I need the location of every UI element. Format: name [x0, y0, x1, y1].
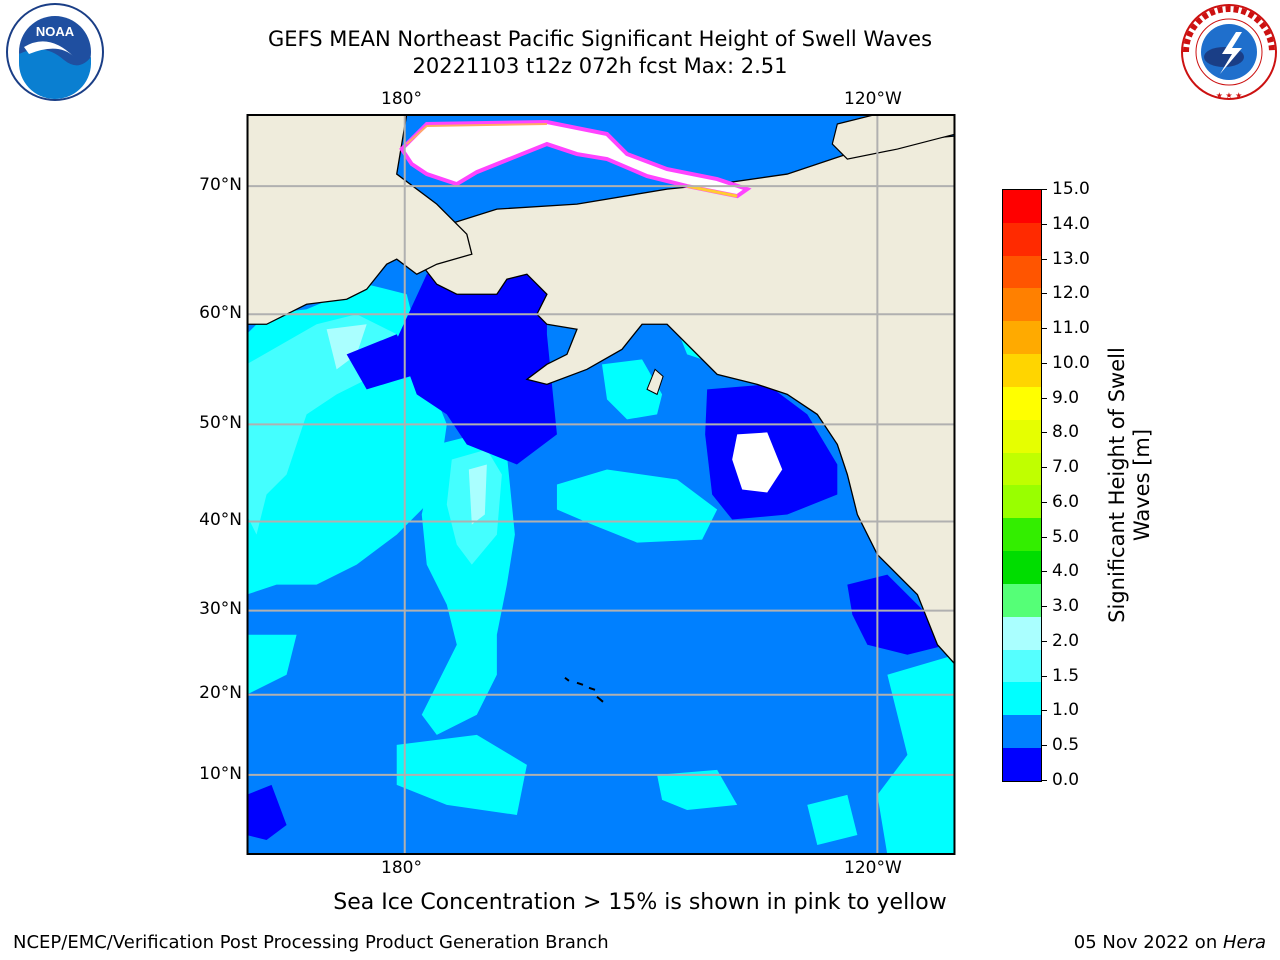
colorbar-segment [1003, 485, 1041, 519]
lat-label-30n: 30°N [199, 599, 242, 619]
colorbar-tick-label: 12.0 [1052, 283, 1090, 304]
colorbar-tick-label: 6.0 [1052, 491, 1080, 512]
colorbar-segment [1003, 715, 1041, 749]
colorbar-tick-mark [1041, 362, 1047, 364]
colorbar-segment [1003, 583, 1041, 617]
colorbar-label: Significant Height of Swell Waves [m] [1105, 347, 1154, 623]
colorbar-tick-label: 5.0 [1052, 526, 1080, 547]
colorbar-tick-label: 9.0 [1052, 387, 1080, 408]
svg-text:★ ★ ★: ★ ★ ★ [1216, 91, 1243, 100]
colorbar-tick-label: 0.0 [1052, 770, 1080, 790]
colorbar-tick-label: 14.0 [1052, 213, 1090, 234]
chart-subtitle: 20221103 t12z 072h fcst Max: 2.51 [412, 54, 788, 78]
colorbar-tick-mark [1041, 710, 1047, 712]
land-arctic-islands [831, 114, 956, 160]
colorbar-tick-label: 10.0 [1052, 352, 1090, 373]
colorbar-tick-mark [1041, 780, 1047, 781]
colorbar-tick-mark [1041, 501, 1047, 503]
colorbar-tick-mark [1041, 606, 1047, 608]
colorbar-tick-mark [1041, 640, 1047, 642]
lon-label-bottom-180: 180° [381, 858, 422, 878]
colorbar-segment [1003, 419, 1041, 453]
colorbar-tick-label: 15.0 [1052, 179, 1090, 199]
lon-label-top-180: 180° [381, 89, 422, 109]
lat-label-40n: 40°N [199, 510, 242, 530]
noaa-logo-text: NOAA [36, 24, 75, 39]
colorbar-segment [1003, 748, 1041, 781]
lat-label-50n: 50°N [199, 413, 242, 433]
colorbar-segment [1003, 386, 1041, 420]
colorbar-segment [1003, 354, 1041, 387]
colorbar-segment [1003, 682, 1041, 716]
colorbar-tick-label: 11.0 [1052, 318, 1090, 339]
colorbar-tick-mark [1041, 328, 1047, 330]
footer-host: Hera [1222, 932, 1266, 953]
colorbar-tick-mark [1041, 293, 1047, 295]
noaa-logo: NOAA [6, 3, 104, 101]
map-gridlines [246, 114, 956, 855]
colorbar-tick-mark [1041, 189, 1047, 190]
swell-region-mid [556, 469, 718, 543]
map-frame [246, 114, 956, 855]
colorbar-segment [1003, 321, 1041, 355]
colorbar-tick-label: 2.0 [1052, 630, 1080, 651]
land-hawaii [564, 676, 604, 703]
colorbar-tick-mark [1041, 675, 1047, 677]
colorbar-tick-mark [1041, 536, 1047, 538]
colorbar-segment [1003, 190, 1041, 223]
sea-ice-edge [399, 120, 752, 199]
swell-region-southeast [877, 654, 956, 855]
no-data-patch [732, 432, 783, 493]
lat-label-20n: 20°N [199, 683, 242, 703]
sea-ice-note: Sea Ice Concentration > 15% is shown in … [333, 890, 947, 915]
colorbar-segment [1003, 616, 1041, 650]
colorbar-segment [1003, 288, 1041, 322]
colorbar-segment [1003, 452, 1041, 486]
colorbar-segment [1003, 222, 1041, 256]
lat-label-60n: 60°N [199, 303, 242, 323]
colorbar-tick-mark [1041, 571, 1047, 573]
colorbar-tick-label: 13.0 [1052, 248, 1090, 269]
colorbar-tick-label: 7.0 [1052, 457, 1080, 478]
colorbar-tick-label: 1.0 [1052, 700, 1080, 721]
lat-label-70n: 70°N [199, 175, 242, 195]
colorbar-tick-mark [1041, 467, 1047, 469]
colorbar-tick-mark [1041, 258, 1047, 260]
low-swell-baja [847, 574, 948, 655]
swell-region-gulf [602, 359, 663, 420]
colorbar-tick-mark [1041, 397, 1047, 399]
colorbar-tick-mark [1041, 745, 1047, 747]
colorbar-tick-label: 0.5 [1052, 735, 1080, 756]
map-panel [246, 114, 956, 855]
colorbar [1002, 189, 1042, 782]
colorbar-segment [1003, 518, 1041, 552]
nws-logo: ★ ★ ★ [1181, 4, 1277, 100]
colorbar-tick-mark [1041, 223, 1047, 225]
colorbar-tick-mark [1041, 432, 1047, 434]
low-swell-bering [396, 244, 557, 465]
colorbar-tick-label: 8.0 [1052, 422, 1080, 443]
colorbar-segment [1003, 551, 1041, 584]
colorbar-tick-label: 4.0 [1052, 561, 1080, 582]
colorbar-segment [1003, 255, 1041, 289]
lon-label-top-120w: 120°W [844, 89, 902, 109]
colorbar-segment [1003, 649, 1041, 683]
footer-date-text: 05 Nov 2022 on [1073, 932, 1223, 953]
footer-date: 05 Nov 2022 on Hera [1074, 932, 1266, 953]
colorbar-tick-label: 1.5 [1052, 665, 1080, 686]
chart-title: GEFS MEAN Northeast Pacific Significant … [267, 27, 933, 51]
lon-label-bottom-120w: 120°W [844, 858, 902, 878]
colorbar-tick-label: 3.0 [1052, 596, 1080, 617]
footer-credit: NCEP/EMC/Verification Post Processing Pr… [13, 932, 609, 953]
lat-label-10n: 10°N [199, 764, 242, 784]
